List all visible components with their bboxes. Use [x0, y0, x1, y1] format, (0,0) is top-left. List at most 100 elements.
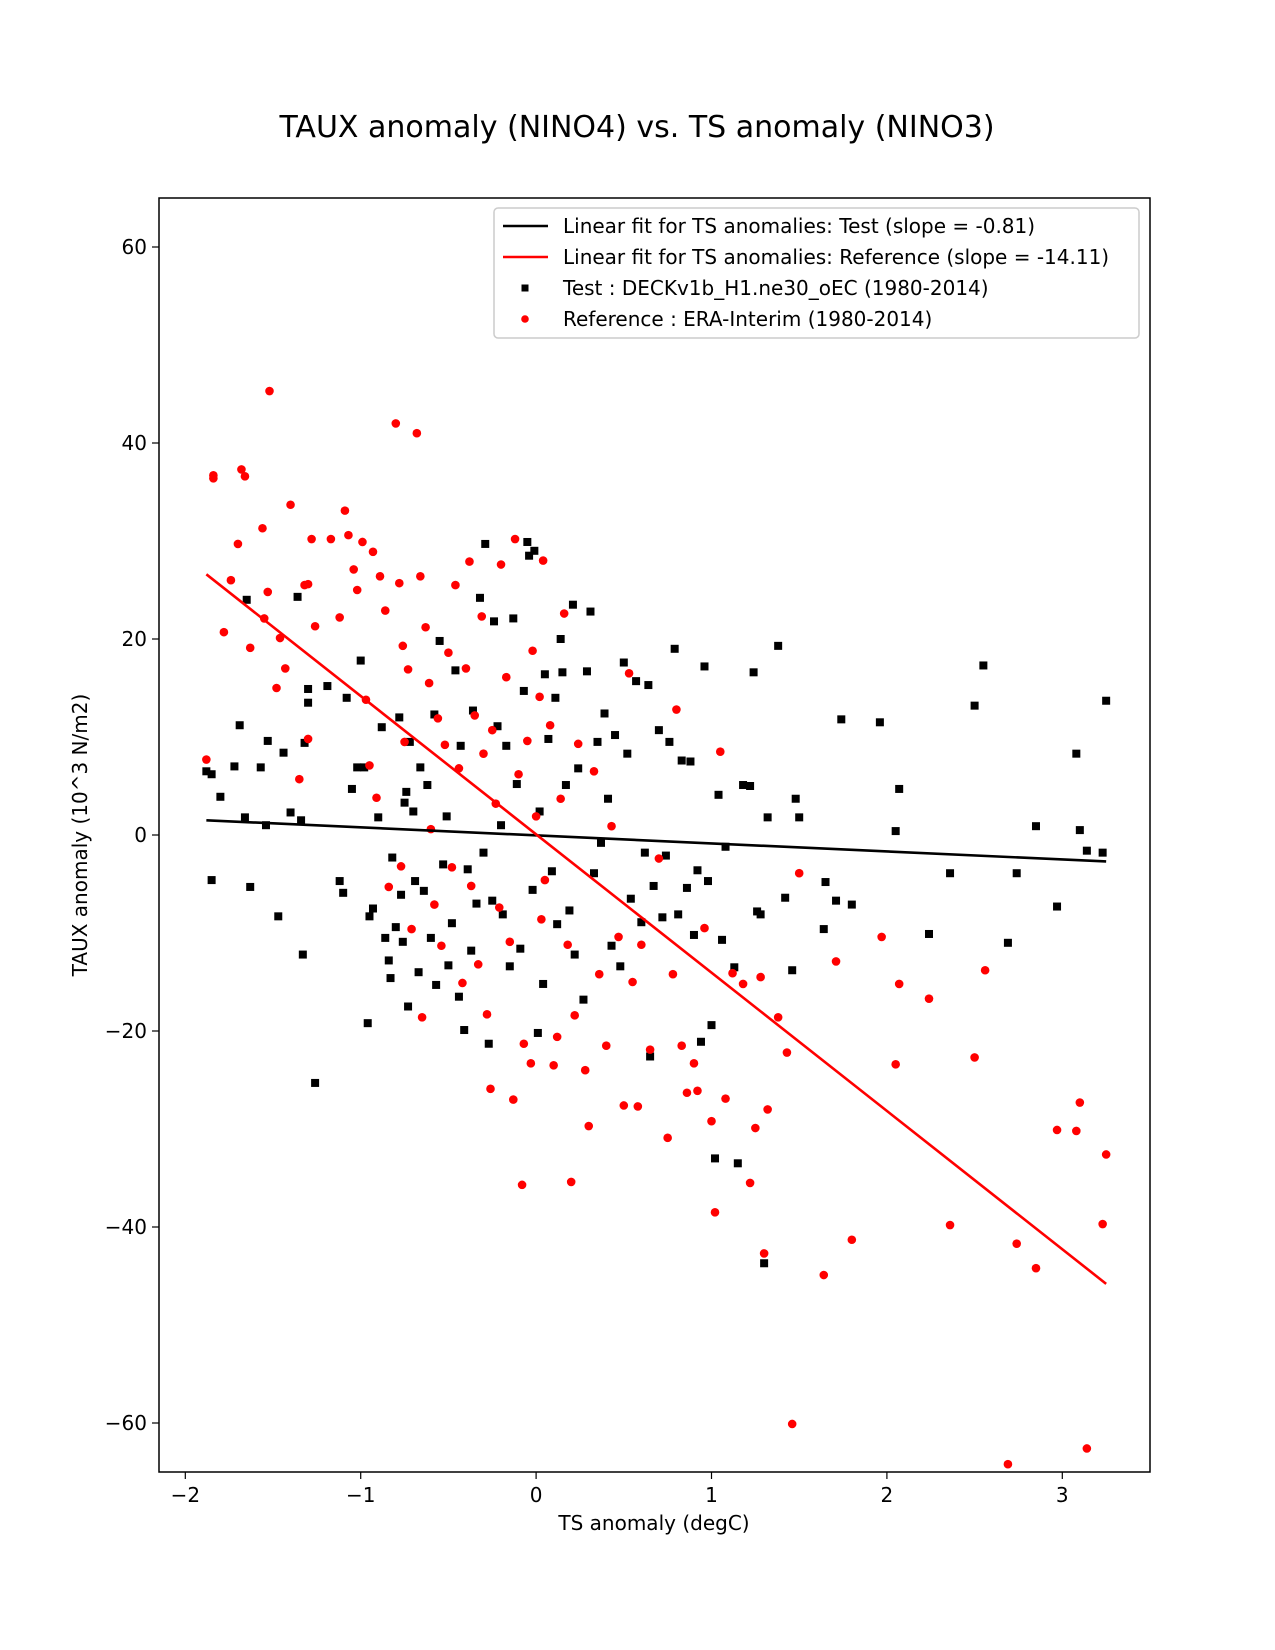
- reference-point: [245, 643, 255, 653]
- test-point: [1072, 749, 1081, 758]
- x-tick-label: 1: [705, 1483, 718, 1507]
- reference-point: [710, 1208, 720, 1217]
- test-point: [395, 713, 404, 722]
- test-point: [502, 741, 511, 750]
- reference-point: [233, 539, 243, 549]
- test-point: [472, 899, 481, 908]
- test-point: [597, 838, 606, 847]
- reference-point: [384, 882, 394, 892]
- test-point: [711, 1154, 720, 1163]
- test-point: [677, 756, 686, 765]
- test-point: [553, 920, 562, 929]
- reference-point: [738, 979, 748, 989]
- reference-point: [970, 1053, 979, 1062]
- reference-point: [700, 923, 709, 933]
- reference-point: [426, 824, 436, 834]
- test-point: [481, 539, 490, 548]
- test-point: [240, 813, 249, 822]
- reference-point: [787, 1419, 797, 1429]
- test-point: [703, 877, 712, 886]
- reference-point: [580, 1065, 590, 1075]
- test-point: [374, 813, 383, 822]
- reference-point: [773, 1012, 783, 1022]
- reference-point: [272, 683, 281, 693]
- test-point: [570, 950, 579, 959]
- reference-point: [417, 1012, 427, 1022]
- reference-point: [303, 734, 313, 744]
- test-point: [837, 715, 846, 724]
- reference-point: [645, 1045, 655, 1054]
- test-point: [1098, 848, 1107, 857]
- reference-point: [368, 547, 378, 557]
- test-point: [607, 941, 616, 950]
- test-point: [788, 966, 797, 975]
- series-1: [202, 537, 1111, 1268]
- reference-point: [352, 585, 362, 595]
- test-point: [791, 794, 800, 803]
- test-point: [756, 910, 765, 919]
- test-point: [347, 784, 356, 793]
- test-point: [216, 792, 225, 801]
- legend-box: [493, 207, 1140, 339]
- reference-point: [540, 875, 550, 885]
- reference-point: [677, 1041, 686, 1050]
- test-point: [649, 881, 658, 890]
- reference-point: [400, 737, 409, 747]
- reference-point: [219, 627, 229, 637]
- test-point: [946, 869, 955, 878]
- reference-point: [1052, 1125, 1062, 1135]
- test-point: [454, 992, 463, 1001]
- test-point: [924, 929, 933, 938]
- reference-point: [573, 739, 583, 749]
- test-point: [356, 656, 365, 665]
- test-point: [360, 763, 369, 772]
- test-point: [475, 593, 484, 602]
- reference-point: [589, 767, 599, 776]
- reference-point: [258, 523, 267, 533]
- test-point: [875, 718, 884, 727]
- reference-point: [523, 736, 532, 746]
- test-point: [463, 865, 472, 874]
- test-point: [730, 963, 739, 972]
- test-point: [365, 912, 374, 921]
- test-point: [1031, 822, 1040, 831]
- test-point: [274, 912, 283, 921]
- test-point: [718, 935, 727, 944]
- test-point: [402, 787, 411, 796]
- reference-point: [637, 940, 646, 950]
- reference-point: [552, 1032, 562, 1042]
- legend: Linear fit for TS anomalies: Test (slope…: [493, 207, 1140, 339]
- test-point: [739, 781, 748, 790]
- test-point: [423, 781, 432, 790]
- reference-point: [594, 969, 604, 979]
- test-point: [616, 962, 625, 971]
- reference-point: [707, 1116, 716, 1126]
- test-point: [979, 661, 988, 670]
- reference-point: [1012, 1239, 1021, 1248]
- test-point: [488, 896, 497, 905]
- test-point: [530, 546, 539, 555]
- test-point: [339, 888, 348, 897]
- test-point: [646, 1052, 655, 1061]
- reference-point: [391, 419, 401, 428]
- test-point: [558, 668, 567, 677]
- test-point: [256, 763, 265, 772]
- y-axis-ticks: −60 −40 −20 0 20 40 60: [105, 235, 159, 1435]
- test-point: [714, 790, 723, 799]
- legend-label: Reference : ERA-Interim (1980-2014): [563, 307, 932, 331]
- test-point: [535, 807, 544, 816]
- plot-area: [158, 197, 1151, 1473]
- test-point: [689, 930, 698, 939]
- test-point: [665, 737, 674, 746]
- test-point: [405, 737, 414, 746]
- reference-point: [1075, 1098, 1085, 1107]
- test-point: [235, 721, 244, 730]
- test-point: [533, 1028, 542, 1037]
- reference-point: [1101, 1150, 1111, 1159]
- reference-point: [1072, 1126, 1081, 1136]
- legend-label: Test : DECKv1b_H1.ne30_oEC (1980-2014): [562, 276, 989, 300]
- test-point: [353, 763, 362, 772]
- test-point: [444, 961, 453, 970]
- y-axis-label: TAUX anomaly (10^3 N/m2): [68, 694, 92, 978]
